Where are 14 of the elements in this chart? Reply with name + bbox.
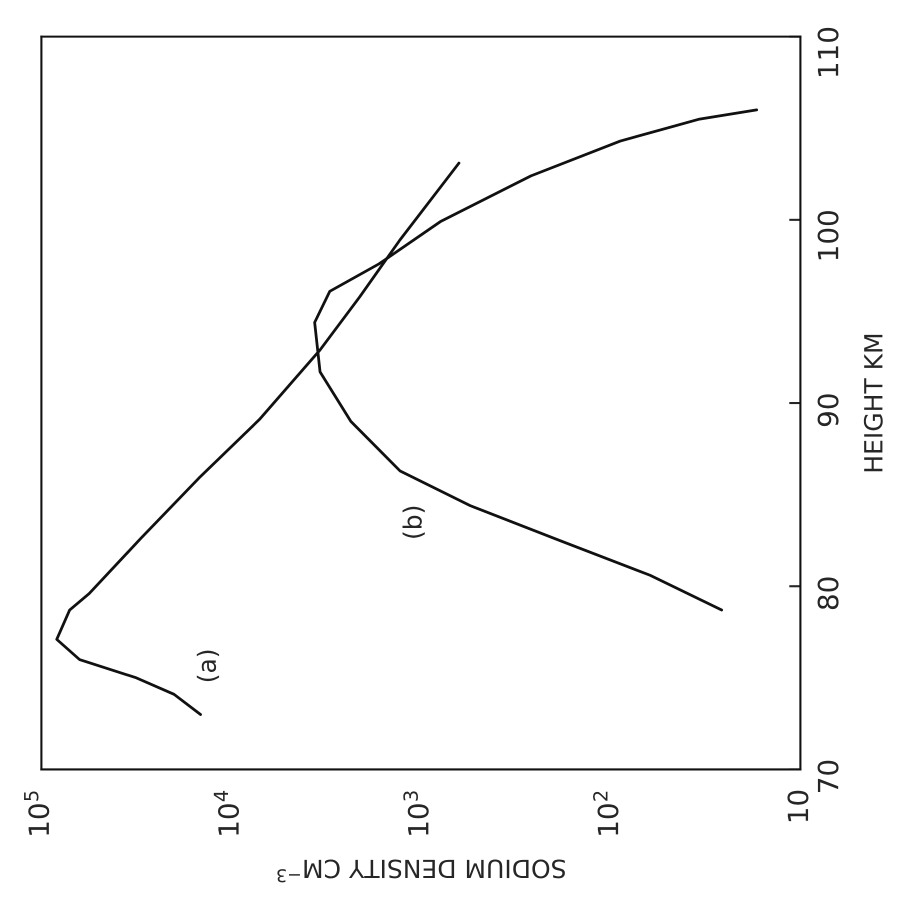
y-tick-label: 90 — [818, 394, 839, 426]
y-tick-label: 110 — [818, 28, 839, 76]
x-tick-label: 10$^{4}$ — [214, 790, 240, 835]
y-tick-label: 70 — [818, 760, 839, 792]
text: (b) — [402, 506, 425, 538]
x-tick-label: 10$^{3}$ — [403, 791, 429, 835]
x-tick-label: 10$^{2}$ — [593, 792, 618, 835]
x-tick-label: 10$^{5}$ — [24, 791, 50, 835]
x-tick-label: 10 — [787, 790, 808, 822]
text: (a) — [196, 650, 220, 682]
y-tick-label: 80 — [818, 578, 839, 610]
y-tick-label: 100 — [818, 211, 839, 260]
x-axis-title: SODIUM DENSITY CM$^{−3}$ — [277, 859, 565, 882]
y-axis-title: HEIGHT KM — [864, 334, 883, 472]
